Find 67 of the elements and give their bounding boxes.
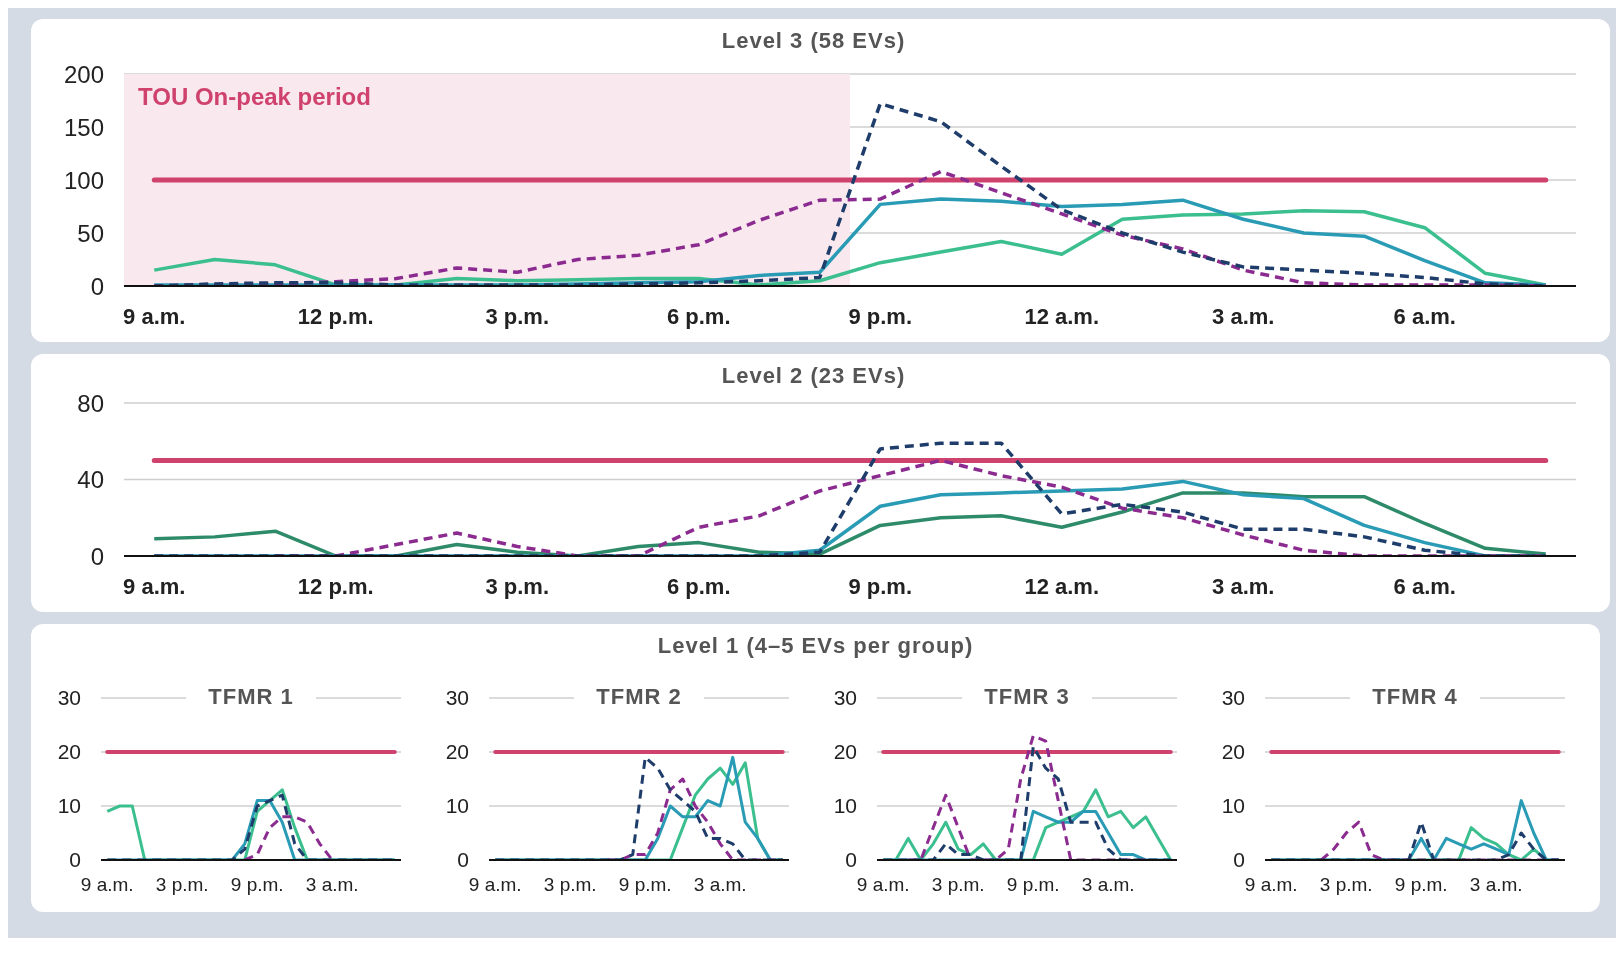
line-series xyxy=(152,491,1548,556)
y-tick-label: 0 xyxy=(845,848,857,872)
chart-title: Level 2 (23 EVs) xyxy=(721,363,906,388)
y-tick-label: 0 xyxy=(1233,848,1245,872)
line-series xyxy=(152,441,1548,556)
x-tick-label: 9 a.m. xyxy=(80,874,134,896)
text: Level 1 (4–5 EVs per group) xyxy=(656,632,975,660)
y-tick-label: 20 xyxy=(57,740,81,764)
y-tick-label: 0 xyxy=(69,848,81,872)
y-tick-label: 200 xyxy=(63,60,104,88)
x-tick-label: 9 p.m. xyxy=(848,573,913,599)
y-tick-label: 30 xyxy=(445,686,469,710)
y-tick-label: 80 xyxy=(77,389,104,417)
line-series xyxy=(243,815,334,860)
x-tick-label: 3 a.m. xyxy=(693,874,747,896)
chart-title: TFMR 3 xyxy=(962,684,1092,710)
x-tick-label: 3 p.m. xyxy=(1319,874,1373,896)
x-tick-label: 3 a.m. xyxy=(1081,874,1135,896)
y-tick-label: 10 xyxy=(1221,794,1245,818)
y-tick-label: 0 xyxy=(457,848,469,872)
x-tick-label: 6 a.m. xyxy=(1393,573,1456,599)
x-tick-label: 3 p.m. xyxy=(485,303,550,329)
y-tick-label: 0 xyxy=(90,542,104,570)
y-tick-label: 20 xyxy=(445,740,469,764)
x-tick-label: 9 p.m. xyxy=(1394,874,1448,896)
x-tick-label: 9 p.m. xyxy=(618,874,672,896)
x-tick-label: 6 a.m. xyxy=(1393,303,1456,329)
x-tick-label: 3 a.m. xyxy=(1469,874,1523,896)
y-tick-label: 0 xyxy=(90,272,104,300)
x-tick-label: 12 a.m. xyxy=(1024,303,1100,329)
x-tick-label: 3 a.m. xyxy=(1212,573,1275,599)
x-tick-label: 3 a.m. xyxy=(305,874,359,896)
y-tick-label: 50 xyxy=(77,219,104,247)
x-tick-label: 3 p.m. xyxy=(155,874,209,896)
chart-title: TFMR 4 xyxy=(1350,684,1480,710)
y-tick-label: 30 xyxy=(57,686,81,710)
x-tick-label: 6 p.m. xyxy=(666,573,731,599)
y-tick-label: 100 xyxy=(63,166,104,194)
y-tick-label: 10 xyxy=(445,794,469,818)
y-tick-label: 20 xyxy=(1221,740,1245,764)
band-label: TOU On-peak period xyxy=(138,83,371,111)
x-tick-label: 6 p.m. xyxy=(666,303,731,329)
x-tick-label: 3 p.m. xyxy=(543,874,597,896)
x-tick-label: 9 a.m. xyxy=(856,874,910,896)
y-tick-label: 10 xyxy=(833,794,857,818)
x-tick-label: 9 p.m. xyxy=(230,874,284,896)
y-tick-label: 150 xyxy=(63,113,104,141)
y-tick-label: 30 xyxy=(833,686,857,710)
y-tick-label: 30 xyxy=(1221,686,1245,710)
x-tick-label: 3 p.m. xyxy=(485,573,550,599)
x-tick-label: 3 p.m. xyxy=(931,874,985,896)
chart-title: TFMR 1 xyxy=(186,684,316,710)
x-tick-label: 12 p.m. xyxy=(297,573,374,599)
chart-title: Level 3 (58 EVs) xyxy=(720,27,907,55)
x-tick-label: 9 p.m. xyxy=(1006,874,1060,896)
x-tick-label: 3 a.m. xyxy=(1212,303,1275,329)
y-tick-label: 10 xyxy=(57,794,81,818)
x-tick-label: 12 p.m. xyxy=(297,303,374,329)
x-tick-label: 9 a.m. xyxy=(123,573,186,599)
y-tick-label: 40 xyxy=(77,466,104,494)
x-tick-label: 12 a.m. xyxy=(1024,573,1100,599)
x-tick-label: 9 p.m. xyxy=(848,303,913,329)
y-tick-label: 20 xyxy=(833,740,857,764)
x-tick-label: 9 a.m. xyxy=(1244,874,1298,896)
chart-title: TFMR 2 xyxy=(574,684,704,710)
x-tick-label: 9 a.m. xyxy=(468,874,522,896)
x-tick-label: 9 a.m. xyxy=(123,303,186,329)
